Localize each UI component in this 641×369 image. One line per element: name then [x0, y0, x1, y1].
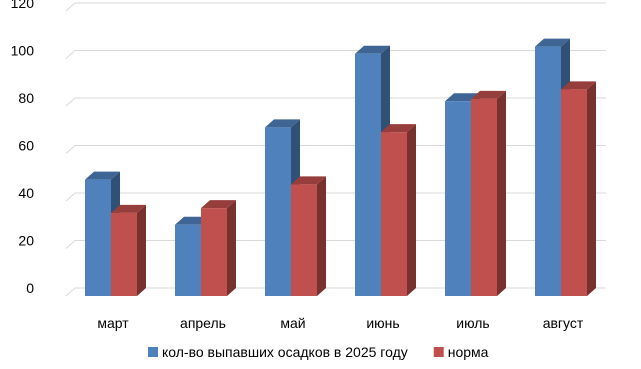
- x-tick-label: июнь: [366, 315, 399, 331]
- bar-front: [111, 212, 137, 296]
- x-tick-label: март: [97, 315, 129, 331]
- bar-top: [535, 38, 570, 47]
- x-tick-label: июль: [456, 315, 489, 331]
- gridline: [65, 145, 606, 154]
- y-tick-label: 0: [26, 280, 34, 296]
- y-tick-label: 120: [11, 0, 35, 11]
- y-tick-label: 80: [18, 90, 34, 106]
- bar-top: [265, 119, 300, 128]
- y-tick-label: 100: [11, 43, 35, 59]
- x-tick-label: апрель: [180, 315, 226, 331]
- legend-label: норма: [448, 344, 489, 360]
- bar-top: [111, 204, 146, 213]
- bar: [381, 124, 416, 296]
- bar-front: [445, 101, 471, 296]
- bar: [201, 200, 236, 296]
- bar-top: [291, 176, 326, 185]
- y-tick-label: 20: [18, 233, 34, 249]
- bar-top: [471, 90, 506, 99]
- bars: [85, 38, 596, 296]
- bar-front: [471, 98, 497, 296]
- y-axis-tick-labels: 0 20 40 60 80 100 120: [11, 0, 35, 296]
- bar-front: [561, 89, 587, 296]
- bar-side: [407, 124, 416, 296]
- bar-side: [587, 81, 596, 296]
- bar: [471, 90, 506, 296]
- gridline: [65, 97, 606, 107]
- gridline: [65, 287, 606, 297]
- x-axis-tick-labels: март апрель май июнь июль август: [97, 315, 584, 331]
- y-tick-label: 40: [18, 185, 34, 201]
- gridline: [65, 2, 606, 12]
- legend-swatch: [433, 347, 444, 357]
- gridlines: [65, 2, 606, 297]
- bar-front: [535, 46, 561, 296]
- bar-side: [317, 176, 326, 296]
- bar-front: [381, 132, 407, 296]
- bar-front: [201, 208, 227, 296]
- bar-front: [85, 179, 111, 296]
- x-tick-label: май: [280, 315, 305, 331]
- legend-label: кол-во выпавших осадков в 2025 году: [162, 344, 408, 360]
- y-tick-label: 60: [18, 138, 34, 154]
- bar-front: [265, 127, 291, 296]
- bar: [111, 204, 146, 296]
- bar-side: [137, 204, 146, 296]
- bar: [291, 176, 326, 296]
- bar-side: [227, 200, 236, 296]
- bar-top: [201, 200, 236, 209]
- bar-front: [175, 224, 201, 296]
- gridline: [65, 240, 606, 249]
- legend-swatch: [148, 347, 158, 357]
- gridline: [65, 50, 606, 59]
- bar-side: [497, 90, 506, 296]
- x-tick-label: август: [543, 315, 584, 331]
- bar-top: [85, 171, 120, 180]
- bar-top: [355, 45, 390, 54]
- bar-front: [355, 53, 381, 296]
- gridline: [65, 192, 606, 202]
- bar-top: [381, 124, 416, 133]
- bar-front: [291, 184, 317, 296]
- bar: [561, 81, 596, 296]
- legend: кол-во выпавших осадков в 2025 году норма: [148, 344, 489, 360]
- bar-top: [561, 81, 596, 90]
